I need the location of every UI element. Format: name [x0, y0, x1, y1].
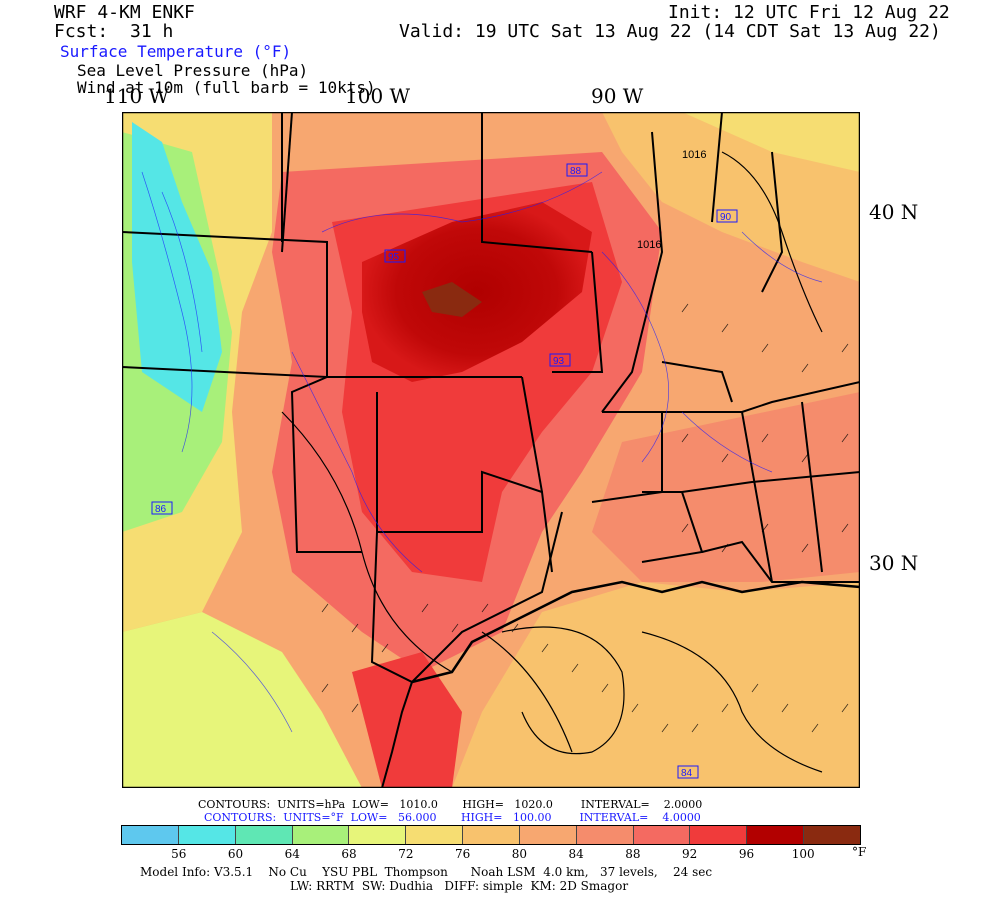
legend-tick-label: 64 — [284, 847, 300, 861]
temp-zone-80-gulf — [452, 582, 860, 788]
legend-border — [121, 825, 861, 845]
map-border — [122, 112, 860, 788]
legend-tick-label: 84 — [568, 847, 584, 861]
lat-label-40n: 40 N — [869, 200, 919, 224]
init-time: Init: 12 UTC Fri 12 Aug 22 — [668, 2, 950, 23]
field-wind: Wind at 10m (full barb = 10kts) — [77, 78, 376, 97]
model-physics: LW: RRTM SW: Dudhia DIFF: simple KM: 2D … — [290, 879, 629, 893]
contour-info-temperature: CONTOURS: UNITS=°F LOW= 56.000 HIGH= 100… — [204, 811, 701, 824]
station-box-label: 95 — [388, 252, 400, 263]
lon-label-90w: 90 W — [591, 84, 644, 108]
isobars — [281, 151, 823, 773]
wind-barbs — [321, 303, 849, 733]
legend-swatch — [633, 826, 691, 844]
legend-swatch — [690, 826, 748, 844]
legend-swatch — [519, 826, 577, 844]
legend-tick-label: 60 — [227, 847, 244, 861]
temp-zone-72-sw — [122, 612, 362, 788]
legend-tick-label: 76 — [454, 847, 471, 861]
station-boxes: 88 95 90 93 84 86 — [151, 163, 738, 779]
legend-swatch — [349, 826, 407, 844]
legend-swatch — [292, 826, 350, 844]
lon-label-110w: 110 W — [104, 84, 170, 108]
temp-zone-88-se — [592, 392, 860, 582]
field-temperature: Surface Temperature (°F) — [60, 42, 292, 61]
temp-zone-76-ne — [682, 112, 860, 172]
legend-unit: °F — [852, 845, 867, 859]
legend-tick-label: 80 — [511, 847, 528, 861]
legend-tick-label: 68 — [341, 847, 357, 861]
station-box-label: 84 — [681, 768, 693, 779]
legend-swatch — [463, 826, 520, 844]
legend-tick-label: 72 — [398, 847, 414, 861]
gulf-coastline — [411, 580, 860, 684]
legend-swatch — [804, 826, 860, 844]
station-box-label: 88 — [570, 166, 582, 177]
station-box-label: 93 — [553, 356, 565, 367]
legend-swatch — [576, 826, 634, 844]
legend-tick-label: 92 — [682, 847, 698, 861]
model-title: WRF 4-KM ENKF — [54, 2, 195, 23]
forecast-hour: 31 h — [130, 21, 174, 42]
valid-time: Valid: 19 UTC Sat 13 Aug 22 (14 CDT Sat … — [399, 21, 941, 42]
color-legend — [122, 826, 860, 844]
forecast-label: Fcst: — [54, 21, 109, 42]
legend-swatch — [235, 826, 293, 844]
state-boundaries — [122, 112, 860, 684]
legend-tick-label: 100 — [791, 847, 815, 861]
lat-label-30n: 30 N — [869, 551, 919, 575]
legend-swatch — [406, 826, 464, 844]
legend-swatch — [122, 826, 179, 844]
temperature-map: 1016 1016 88 95 90 93 84 86 — [122, 112, 860, 788]
high-pressure-label-1: 1016 — [682, 149, 706, 161]
gulf-coastline-texas — [381, 681, 413, 788]
station-box-label: 86 — [155, 504, 167, 515]
model-info: Model Info: V3.5.1 No Cu YSU PBL Thompso… — [140, 865, 713, 879]
field-pressure: Sea Level Pressure (hPa) — [77, 61, 309, 80]
legend-tick-label: 56 — [171, 847, 187, 861]
high-pressure-label-2: 1016 — [637, 239, 661, 251]
legend-tick-label: 96 — [738, 847, 755, 861]
temperature-contours — [141, 171, 823, 733]
legend-tick-label: 88 — [625, 847, 641, 861]
contour-info-pressure: CONTOURS: UNITS=hPa LOW= 1010.0 HIGH= 10… — [198, 798, 703, 811]
temp-zone-100-core — [422, 282, 482, 317]
legend-swatch — [747, 826, 805, 844]
temp-zone-60-west — [132, 122, 222, 412]
station-box-label: 90 — [720, 212, 732, 223]
temp-zone-92-texas — [352, 652, 462, 788]
legend-swatch — [178, 826, 236, 844]
lon-label-100w: 100 W — [345, 84, 411, 108]
legend-ticks: 56 60 64 68 72 76 80 84 88 92 96 100 — [122, 847, 860, 861]
